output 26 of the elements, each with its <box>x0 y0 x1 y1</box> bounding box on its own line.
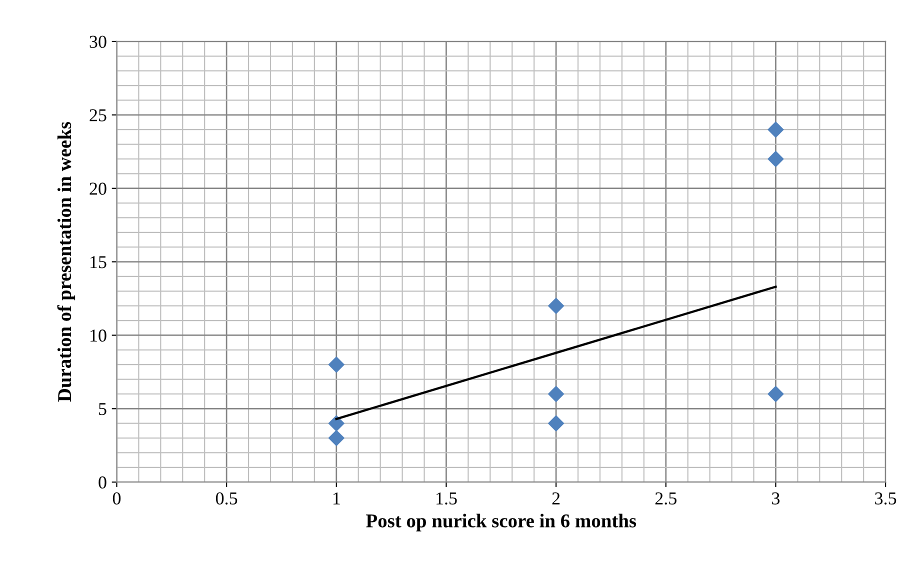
y-tick-label: 0 <box>98 476 106 489</box>
y-axis-title: Duration of presentation in weeks <box>57 122 76 402</box>
point <box>328 430 345 446</box>
x-tick-label: 0 <box>112 492 121 505</box>
point <box>328 356 345 373</box>
point <box>768 121 784 138</box>
y-tick-label: 20 <box>90 182 106 195</box>
x-tick-label: 1.5 <box>436 492 457 505</box>
point <box>768 386 784 402</box>
y-tick-label: 10 <box>90 329 106 342</box>
x-tick-label: 2 <box>552 492 560 504</box>
x-tick-label: 0.5 <box>216 492 238 505</box>
y-tick-label: 25 <box>90 109 106 122</box>
x-tick-label: 1 <box>333 492 340 504</box>
point <box>328 415 345 432</box>
point <box>548 415 564 432</box>
y-tick-label: 15 <box>90 256 106 268</box>
x-axis-title: Post op nurick score in 6 months <box>366 514 636 532</box>
point <box>548 298 564 314</box>
x-tick-label: 2.5 <box>655 492 676 505</box>
y-tick-label: 30 <box>90 36 106 48</box>
point <box>548 386 564 402</box>
point <box>768 150 784 168</box>
x-tick-label: 3 <box>772 492 780 505</box>
x-tick-label: 3.5 <box>875 492 896 505</box>
y-tick-label: 5 <box>99 403 106 416</box>
